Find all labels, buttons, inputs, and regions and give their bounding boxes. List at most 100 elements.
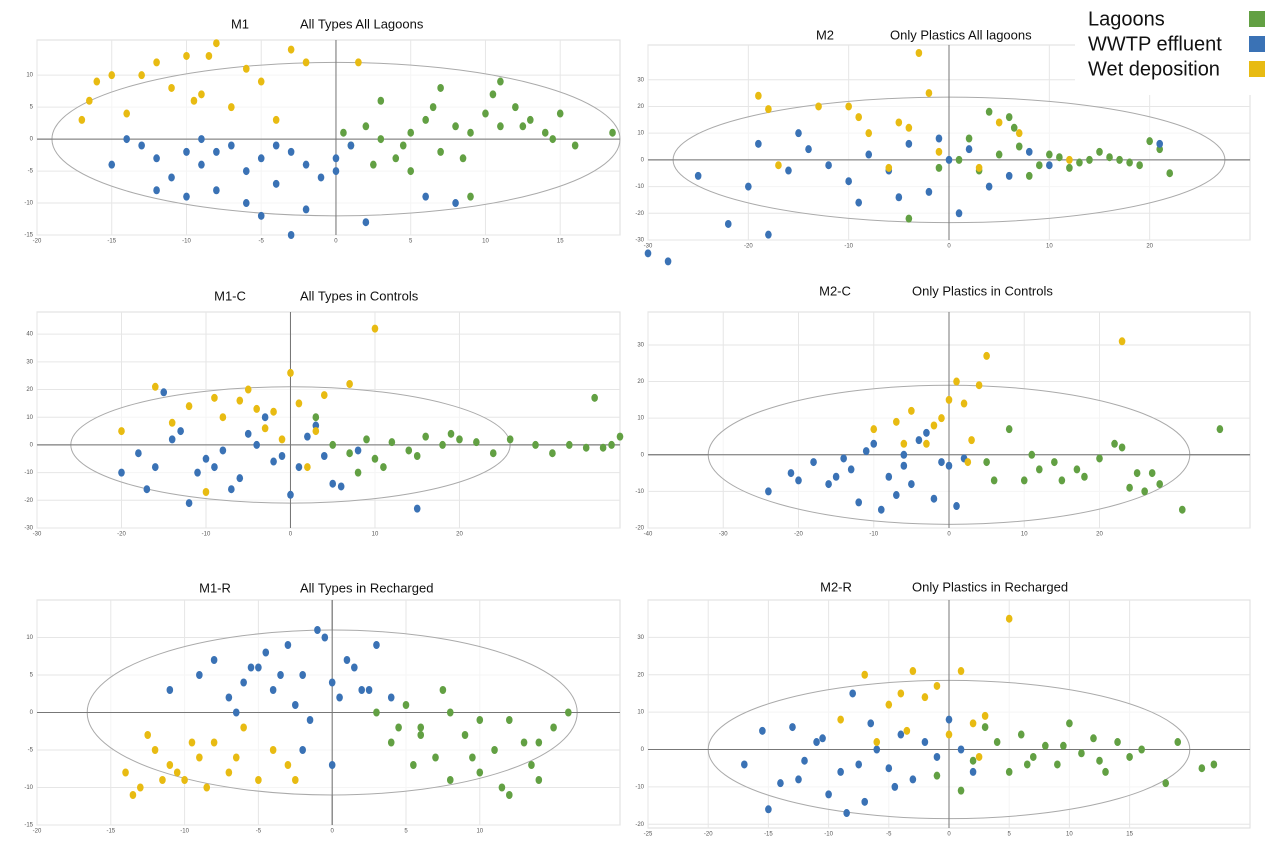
point <box>329 479 337 488</box>
point <box>417 731 425 739</box>
point <box>945 715 953 724</box>
point <box>210 656 218 664</box>
point <box>905 123 913 132</box>
point <box>995 118 1003 127</box>
y-tick-label: -20 <box>635 526 644 532</box>
point <box>1073 465 1081 474</box>
x-tick-label: 15 <box>557 239 564 245</box>
point <box>354 446 362 455</box>
panel-subtitle: All Types in Controls <box>300 288 419 303</box>
point <box>825 790 832 799</box>
point <box>862 447 870 456</box>
point <box>1086 155 1093 164</box>
point <box>476 716 484 724</box>
point <box>168 418 176 427</box>
point <box>520 738 528 747</box>
x-tick-label: 5 <box>409 239 413 245</box>
point <box>825 480 832 489</box>
point <box>945 730 953 739</box>
point <box>422 192 429 201</box>
point <box>1111 439 1118 448</box>
point <box>865 129 873 138</box>
point <box>843 809 850 818</box>
point <box>277 671 284 679</box>
legend-swatch <box>1249 61 1265 77</box>
point <box>512 103 519 112</box>
y-tick-label: -5 <box>28 169 34 175</box>
point <box>213 186 220 195</box>
x-tick-label: 0 <box>947 832 951 838</box>
point <box>819 734 826 743</box>
point <box>845 102 852 111</box>
point <box>938 414 945 423</box>
point <box>1066 163 1073 172</box>
point <box>177 427 184 436</box>
point <box>1028 450 1036 459</box>
point <box>566 440 573 449</box>
point <box>1178 505 1186 514</box>
point <box>173 768 181 777</box>
y-tick-label: 10 <box>637 131 644 137</box>
point <box>909 775 917 784</box>
point <box>981 723 989 732</box>
point <box>759 726 766 735</box>
point <box>969 767 977 776</box>
panel-title: M1-R <box>199 580 231 595</box>
point <box>284 641 292 649</box>
point <box>1036 161 1043 170</box>
point <box>211 463 218 472</box>
point <box>921 693 929 702</box>
point <box>805 145 812 154</box>
point <box>969 719 977 728</box>
y-tick-label: -30 <box>635 238 644 244</box>
point <box>571 141 579 150</box>
point <box>228 141 235 150</box>
point <box>616 432 624 441</box>
point <box>497 77 504 86</box>
point <box>410 761 417 769</box>
point <box>287 45 295 54</box>
y-tick-label: 10 <box>26 415 33 421</box>
x-tick-label: -10 <box>869 532 878 538</box>
point <box>198 135 205 144</box>
point <box>446 776 454 784</box>
point <box>549 135 557 144</box>
point <box>519 122 527 131</box>
point <box>446 708 454 717</box>
point <box>269 746 277 754</box>
point <box>885 472 893 481</box>
x-tick-label: 10 <box>1021 532 1028 538</box>
point <box>724 219 732 228</box>
point <box>957 745 965 754</box>
point <box>825 161 832 170</box>
point <box>437 83 444 92</box>
y-tick-label: 10 <box>637 710 644 716</box>
point <box>1216 425 1224 434</box>
point <box>840 454 847 463</box>
y-tick-label: 10 <box>26 73 33 79</box>
legend-swatch <box>1249 36 1265 52</box>
x-tick-label: 0 <box>947 532 951 538</box>
point <box>1096 147 1103 156</box>
point <box>964 458 972 467</box>
panel-title: M2-R <box>820 579 852 594</box>
point <box>664 257 672 266</box>
point <box>228 103 235 112</box>
point <box>801 756 808 765</box>
point <box>317 173 325 182</box>
point <box>1162 779 1170 788</box>
point <box>135 449 142 458</box>
point <box>909 667 917 676</box>
point <box>118 427 125 436</box>
point <box>151 382 159 391</box>
point <box>1060 741 1067 750</box>
point <box>1096 756 1103 765</box>
point <box>975 163 983 172</box>
point <box>953 377 960 386</box>
point <box>371 324 379 333</box>
point <box>960 399 968 408</box>
point <box>388 438 396 447</box>
point <box>900 461 908 470</box>
point <box>1156 139 1163 148</box>
